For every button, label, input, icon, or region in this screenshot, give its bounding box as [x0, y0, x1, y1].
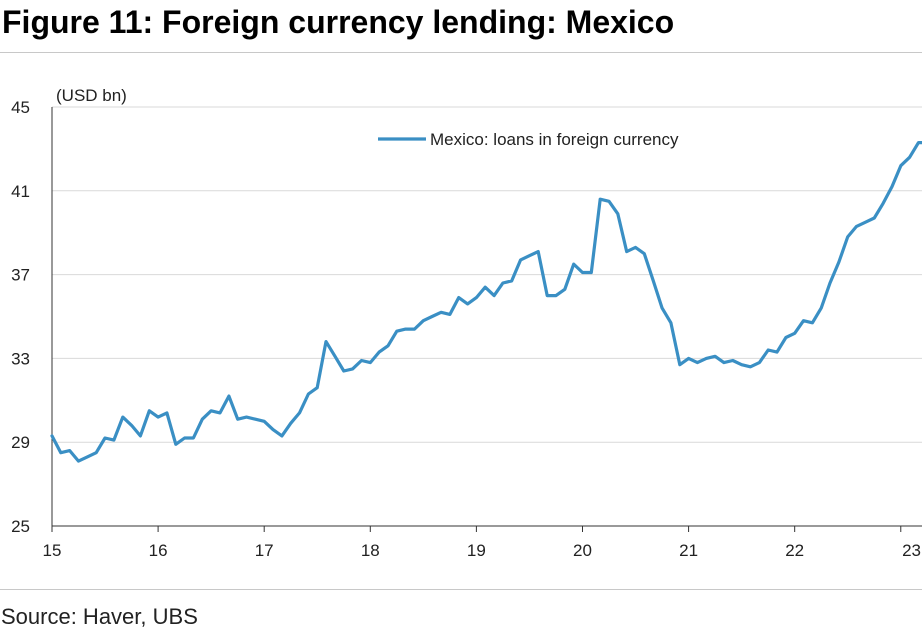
source-note: Source: Haver, UBS: [1, 604, 198, 629]
y-tick-label: 29: [11, 433, 30, 452]
x-tick-label: 20: [573, 541, 592, 560]
y-tick-label: 25: [11, 517, 30, 536]
top-divider: [0, 52, 922, 53]
series-layer: [50, 141, 922, 463]
gridlines: [52, 106, 922, 443]
x-tick-label: 19: [467, 541, 486, 560]
x-tick-label: 16: [149, 541, 168, 560]
y-tick-label: 45: [11, 98, 30, 117]
y-axis: 25 29 33 37 41 45: [11, 98, 53, 536]
x-tick-label: 15: [43, 541, 62, 560]
y-tick-label: 41: [11, 182, 30, 201]
x-tick-label: 17: [255, 541, 274, 560]
legend: Mexico: loans in foreign currency: [378, 130, 679, 149]
x-tick-label: 18: [361, 541, 380, 560]
y-tick-label: 37: [11, 266, 30, 285]
bottom-divider: [0, 589, 922, 590]
line-chart: 25 29 33 37 41 45 15 16 17 18 19 20 21 22 23 (USD bn)…: [11, 86, 922, 560]
y-unit-label: (USD bn): [56, 86, 127, 105]
x-tick-label: 21: [679, 541, 698, 560]
x-tick-label: 23: [902, 541, 921, 560]
figure-title: Figure 11: Foreign currency lending: Mex…: [2, 4, 675, 40]
x-axis: 15 16 17 18 19 20 21 22 23: [43, 525, 922, 560]
series-line-0: [50, 141, 922, 463]
y-tick-label: 33: [11, 349, 30, 368]
x-tick-label: 22: [785, 541, 804, 560]
legend-label: Mexico: loans in foreign currency: [430, 130, 679, 149]
